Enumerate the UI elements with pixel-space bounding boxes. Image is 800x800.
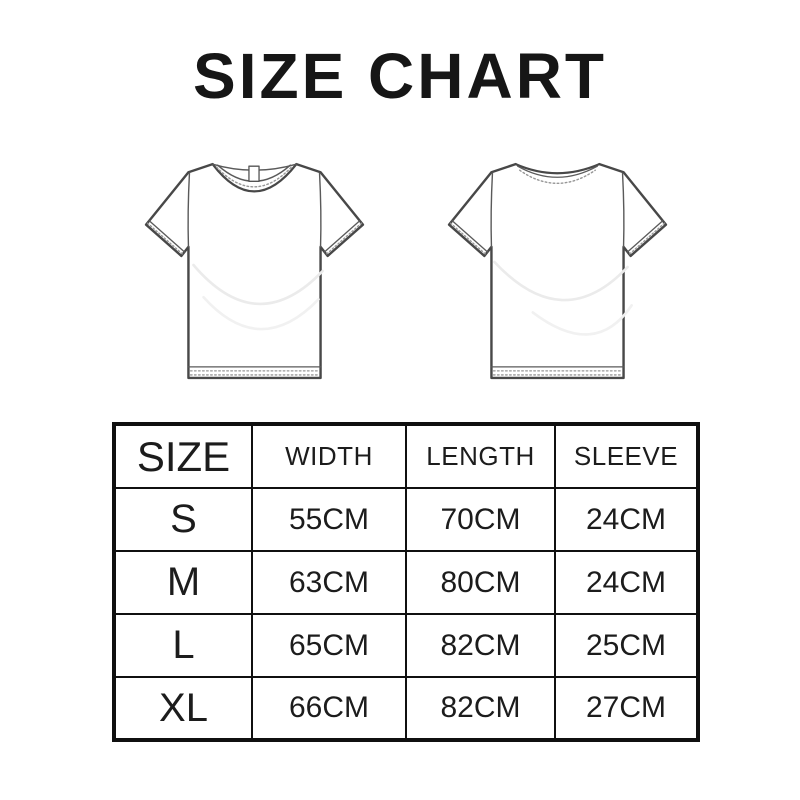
cell-width: 55CM — [251, 487, 407, 552]
table-row-s: S 55CM 70CM 24CM — [113, 487, 699, 552]
header-sleeve: SLEEVE — [554, 423, 699, 489]
header-size: SIZE — [113, 423, 253, 489]
cell-length: 82CM — [405, 676, 556, 741]
table-row-m: M 63CM 80CM 24CM — [113, 550, 699, 615]
cell-length: 70CM — [405, 487, 556, 552]
table-row-xl: XL 66CM 82CM 27CM — [113, 676, 699, 741]
cell-width: 63CM — [251, 550, 407, 615]
table-row-l: L 65CM 82CM 25CM — [113, 613, 699, 678]
cell-size: XL — [113, 676, 253, 741]
neck-tag — [248, 165, 260, 182]
cell-width: 65CM — [251, 613, 407, 678]
cell-sleeve: 24CM — [554, 487, 699, 552]
table-header-row: SIZE WIDTH LENGTH SLEEVE — [113, 423, 699, 489]
cell-sleeve: 24CM — [554, 550, 699, 615]
size-chart-table: SIZE WIDTH LENGTH SLEEVE S 55CM 70CM 24C… — [112, 422, 700, 742]
cell-width: 66CM — [251, 676, 407, 741]
page-title: SIZE CHART — [193, 40, 607, 112]
cell-size: S — [113, 487, 253, 552]
cell-sleeve: 27CM — [554, 676, 699, 741]
header-width: WIDTH — [251, 423, 407, 489]
cell-sleeve: 25CM — [554, 613, 699, 678]
cell-size: M — [113, 550, 253, 615]
tshirt-back-drawing — [447, 162, 668, 380]
cell-length: 82CM — [405, 613, 556, 678]
header-length: LENGTH — [405, 423, 556, 489]
cell-length: 80CM — [405, 550, 556, 615]
tshirt-front-drawing — [144, 162, 365, 380]
cell-size: L — [113, 613, 253, 678]
